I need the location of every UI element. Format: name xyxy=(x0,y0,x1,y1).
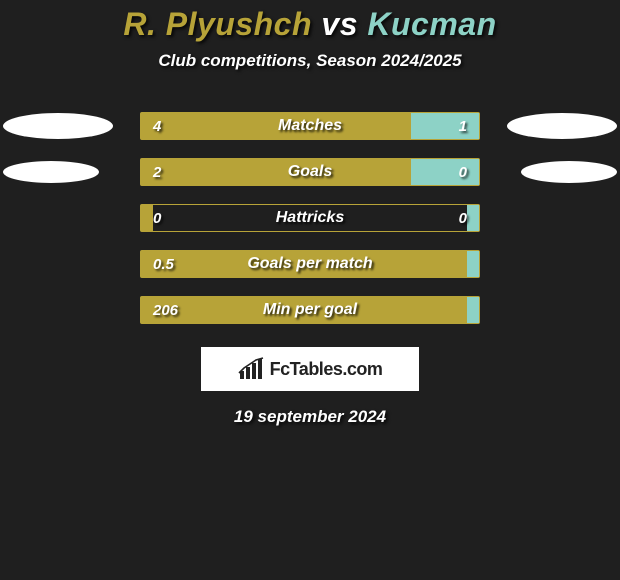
stat-row: 20Goals xyxy=(0,149,620,195)
footer-date: 19 september 2024 xyxy=(0,407,620,427)
stat-bar-right: 1 xyxy=(411,113,479,139)
stat-bar-right: 0 xyxy=(411,159,479,185)
stat-bar: 41Matches xyxy=(140,112,480,140)
page-title: R. Plyushch vs Kucman xyxy=(0,6,620,43)
stat-row: 206Min per goal xyxy=(0,287,620,333)
stat-bar-left: 0 xyxy=(141,205,153,231)
stat-value-right: 0 xyxy=(459,210,467,227)
stat-value-left: 0 xyxy=(153,210,161,227)
player2-marker xyxy=(521,161,617,183)
stat-row: 41Matches xyxy=(0,103,620,149)
brand-text: FcTables.com xyxy=(270,359,383,380)
infographic-container: R. Plyushch vs Kucman Club competitions,… xyxy=(0,0,620,580)
stat-bar-right xyxy=(467,251,479,277)
title-vs: vs xyxy=(321,6,358,42)
stat-bar: 00Hattricks xyxy=(140,204,480,232)
player1-marker xyxy=(3,161,99,183)
stat-row: 0.5Goals per match xyxy=(0,241,620,287)
stat-value-right: 1 xyxy=(459,118,467,135)
brand-chart-icon xyxy=(238,357,264,381)
title-player1: R. Plyushch xyxy=(123,6,312,42)
subtitle: Club competitions, Season 2024/2025 xyxy=(0,51,620,71)
stat-bar-left: 4 xyxy=(141,113,411,139)
stat-bar-right: 0 xyxy=(467,205,479,231)
brand-box: FcTables.com xyxy=(201,347,419,391)
stat-bar-left: 2 xyxy=(141,159,411,185)
stat-rows: 41Matches20Goals00Hattricks0.5Goals per … xyxy=(0,103,620,333)
stat-value-left: 2 xyxy=(153,164,161,181)
player2-marker xyxy=(507,113,617,139)
stat-row: 00Hattricks xyxy=(0,195,620,241)
stat-value-right: 0 xyxy=(459,164,467,181)
stat-value-left: 0.5 xyxy=(153,256,174,273)
stat-bar: 206Min per goal xyxy=(140,296,480,324)
stat-value-left: 4 xyxy=(153,118,161,135)
stat-value-left: 206 xyxy=(153,302,178,319)
stat-bar-left: 0.5 xyxy=(141,251,479,277)
stat-bar: 20Goals xyxy=(140,158,480,186)
title-player2: Kucman xyxy=(367,6,496,42)
stat-bar-left: 206 xyxy=(141,297,479,323)
stat-bar: 0.5Goals per match xyxy=(140,250,480,278)
stat-bar-right xyxy=(467,297,479,323)
player1-marker xyxy=(3,113,113,139)
stat-label: Hattricks xyxy=(141,205,479,231)
